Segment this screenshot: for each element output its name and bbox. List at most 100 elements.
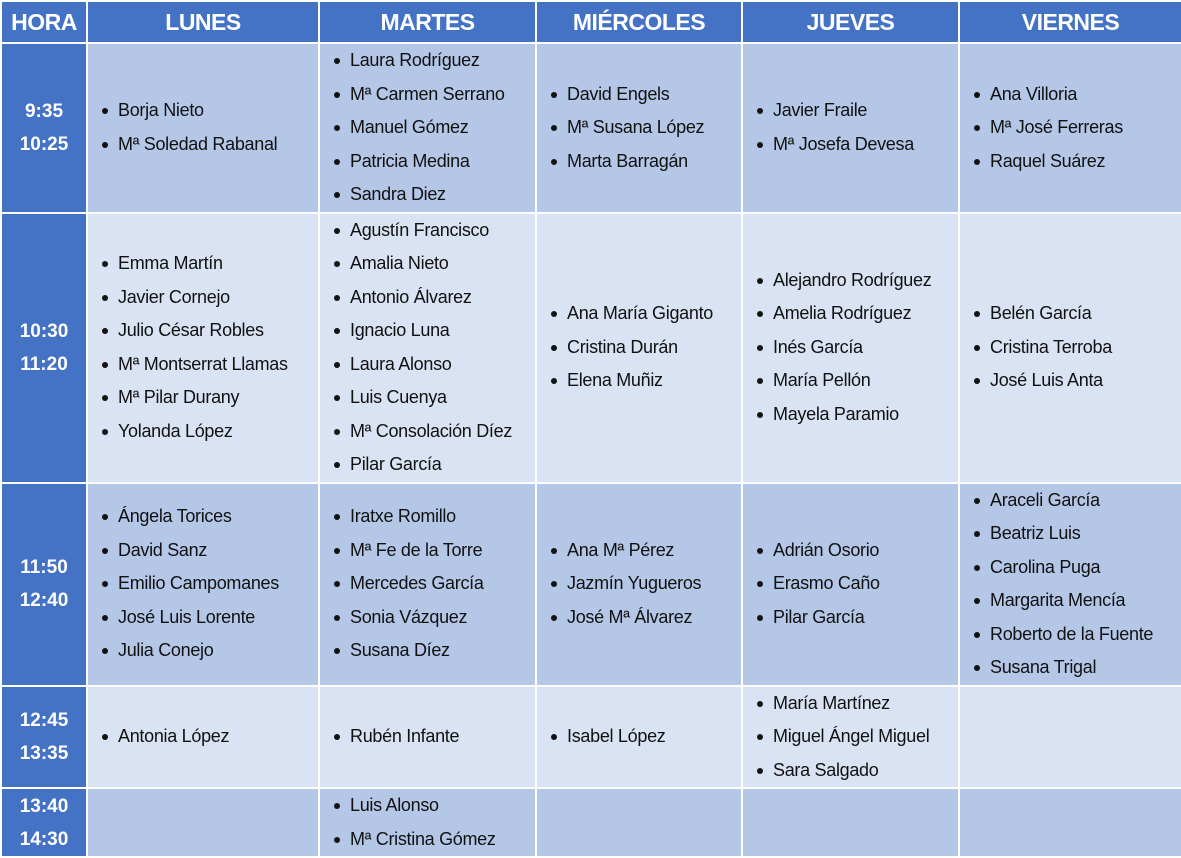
list-item: Laura Alonso xyxy=(334,348,535,382)
list-item: Mª Susana López xyxy=(551,111,741,145)
day-cell: Javier Fraile Mª Josefa Devesa xyxy=(741,42,960,214)
list-item: Iratxe Romillo xyxy=(334,500,535,534)
name-list: Alejandro Rodríguez Amelia Rodríguez Inés … xyxy=(743,264,958,432)
header-lunes: LUNES xyxy=(86,0,320,44)
day-cell: Ana Villoria Mª José Ferreras Raquel Suáre… xyxy=(958,42,1181,214)
name-list: Agustín Francisco Amalia Nieto Antonio Álv… xyxy=(320,214,535,482)
list-item: Mercedes García xyxy=(334,567,535,601)
name-list: Belén García Cristina Terroba José Luis An… xyxy=(960,297,1181,398)
name-list: Antonia López xyxy=(88,720,318,754)
list-item: Margarita Mencía xyxy=(974,584,1181,618)
list-item: Amalia Nieto xyxy=(334,247,535,281)
time-slot-row: 11:50 12:40 Ángela Torices David Sanz Emilio… xyxy=(0,481,1181,687)
list-item: Ana María Giganto xyxy=(551,297,741,331)
time-start: 12:45 xyxy=(19,709,69,731)
name-list: Ana Mª Pérez Jazmín Yugueros José Mª Álvar… xyxy=(537,534,741,635)
list-item: Mª Consolación Díez xyxy=(334,415,535,449)
list-item: Adrián Osorio xyxy=(757,534,958,568)
header-row: HORA LUNES MARTES MIÉRCOLES JUEVES VIERN… xyxy=(0,0,1181,44)
name-list: Rubén Infante xyxy=(320,720,535,754)
name-list: Isabel López xyxy=(537,720,741,754)
name-list: Adrián Osorio Erasmo Caño Pilar García xyxy=(743,534,958,635)
time-cell: 10:30 11:20 xyxy=(0,211,88,484)
list-item: Javier Cornejo xyxy=(102,281,318,315)
day-cell: Ana María Giganto Cristina Durán Elena Muñ… xyxy=(535,211,743,484)
list-item: Mª Pilar Durany xyxy=(102,381,318,415)
day-cell: Antonia López xyxy=(86,684,320,789)
header-hora: HORA xyxy=(0,0,88,44)
name-list: Laura Rodríguez Mª Carmen Serrano Manuel G… xyxy=(320,44,535,212)
day-cell xyxy=(86,787,320,858)
day-cell xyxy=(741,787,960,858)
time-slot-row: 9:35 10:25 Borja Nieto Mª Soledad Rabanal La… xyxy=(0,42,1181,214)
list-item: María Pellón xyxy=(757,364,958,398)
list-item: Julia Conejo xyxy=(102,634,318,668)
list-item: Isabel López xyxy=(551,720,741,754)
time-start: 9:35 xyxy=(24,100,64,122)
list-item: Yolanda López xyxy=(102,415,318,449)
name-list: Javier Fraile Mª Josefa Devesa xyxy=(743,94,958,161)
time-cell: 11:50 12:40 xyxy=(0,481,88,687)
name-list: Borja Nieto Mª Soledad Rabanal xyxy=(88,94,318,161)
list-item: David Sanz xyxy=(102,534,318,568)
name-list: Ana María Giganto Cristina Durán Elena Muñ… xyxy=(537,297,741,398)
day-cell xyxy=(958,684,1181,789)
list-item: Laura Rodríguez xyxy=(334,44,535,78)
header-martes: MARTES xyxy=(318,0,537,44)
time-end: 11:20 xyxy=(20,353,68,375)
list-item: Mª Carmen Serrano xyxy=(334,78,535,112)
list-item: Beatriz Luis xyxy=(974,517,1181,551)
list-item: Javier Fraile xyxy=(757,94,958,128)
list-item: Cristina Terroba xyxy=(974,331,1181,365)
list-item: Araceli García xyxy=(974,484,1181,518)
list-item: Ignacio Luna xyxy=(334,314,535,348)
time-end: 13:35 xyxy=(19,742,69,764)
list-item: Luis Cuenya xyxy=(334,381,535,415)
list-item: Jazmín Yugueros xyxy=(551,567,741,601)
time-slot-row: 12:45 13:35 Antonia López Rubén Infante Isab… xyxy=(0,684,1181,789)
day-cell: Borja Nieto Mª Soledad Rabanal xyxy=(86,42,320,214)
day-cell: Araceli García Beatriz Luis Carolina Puga M… xyxy=(958,481,1181,687)
time-start: 13:40 xyxy=(19,795,69,817)
list-item: Sonia Vázquez xyxy=(334,601,535,635)
list-item: Luis Alonso xyxy=(334,789,535,823)
list-item: José Luis Lorente xyxy=(102,601,318,635)
day-cell: Ana Mª Pérez Jazmín Yugueros José Mª Álvar… xyxy=(535,481,743,687)
name-list: Araceli García Beatriz Luis Carolina Puga M… xyxy=(960,484,1181,685)
list-item: Mª Fe de la Torre xyxy=(334,534,535,568)
name-list: María Martínez Miguel Ángel Miguel Sara Sa… xyxy=(743,687,958,788)
day-cell xyxy=(535,787,743,858)
time-end: 12:40 xyxy=(19,590,69,611)
day-cell xyxy=(958,787,1181,858)
name-list: David Engels Mª Susana López Marta Barragá… xyxy=(537,78,741,179)
time-start: 10:30 xyxy=(19,320,69,342)
list-item: Emma Martín xyxy=(102,247,318,281)
day-cell: Adrián Osorio Erasmo Caño Pilar García xyxy=(741,481,960,687)
day-cell: David Engels Mª Susana López Marta Barragá… xyxy=(535,42,743,214)
list-item: Raquel Suárez xyxy=(974,145,1181,179)
day-cell: Luis Alonso Mª Cristina Gómez xyxy=(318,787,537,858)
list-item: Agustín Francisco xyxy=(334,214,535,248)
name-list: Ana Villoria Mª José Ferreras Raquel Suáre… xyxy=(960,78,1181,179)
list-item: Amelia Rodríguez xyxy=(757,297,958,331)
name-list: Emma Martín Javier Cornejo Julio César Rob… xyxy=(88,247,318,448)
list-item: Manuel Gómez xyxy=(334,111,535,145)
list-item: Julio César Robles xyxy=(102,314,318,348)
day-cell: Laura Rodríguez Mª Carmen Serrano Manuel G… xyxy=(318,42,537,214)
list-item: Ángela Torices xyxy=(102,500,318,534)
day-cell: Alejandro Rodríguez Amelia Rodríguez Inés … xyxy=(741,211,960,484)
day-cell: Isabel López xyxy=(535,684,743,789)
list-item: Rubén Infante xyxy=(334,720,535,754)
time-slot-row: 13:40 14:30 Luis Alonso Mª Cristina Gómez xyxy=(0,787,1181,858)
list-item: Mayela Paramio xyxy=(757,398,958,432)
list-item: Mª Josefa Devesa xyxy=(757,128,958,162)
list-item: José Luis Anta xyxy=(974,364,1181,398)
day-cell: María Martínez Miguel Ángel Miguel Sara Sa… xyxy=(741,684,960,789)
time-start: 11:50 xyxy=(20,557,68,578)
header-jueves: JUEVES xyxy=(741,0,960,44)
list-item: Susana Díez xyxy=(334,634,535,668)
day-cell: Emma Martín Javier Cornejo Julio César Rob… xyxy=(86,211,320,484)
list-item: Belén García xyxy=(974,297,1181,331)
list-item: Inés García xyxy=(757,331,958,365)
list-item: Patricia Medina xyxy=(334,145,535,179)
